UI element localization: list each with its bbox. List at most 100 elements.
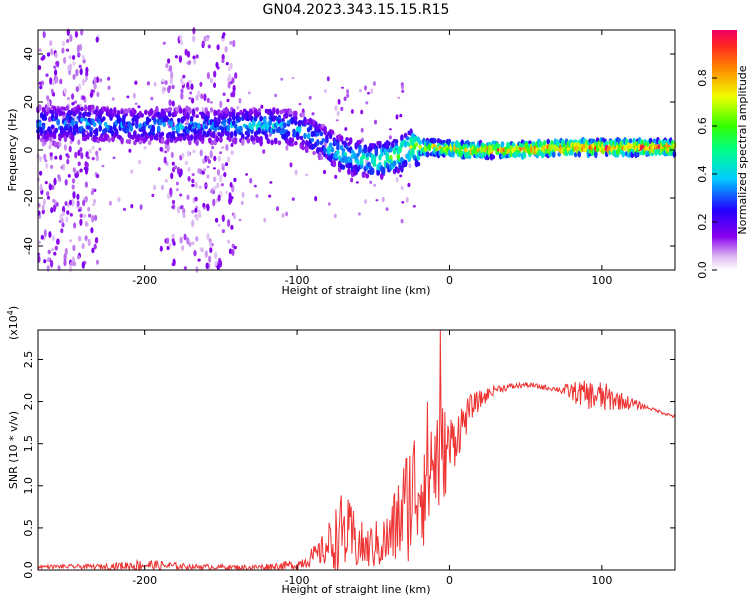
spectrogram-noise-cell <box>39 170 43 176</box>
colorbar-gradient <box>712 30 737 270</box>
spectrogram-noise-cell <box>71 102 75 106</box>
spectrogram-ridge-cell <box>162 122 166 127</box>
spectrogram-ridge-cell <box>284 111 289 119</box>
spectrogram-noise-cell <box>327 202 331 206</box>
spectrogram-ridge-cell <box>434 147 439 152</box>
spectrogram-noise-cell <box>370 88 374 95</box>
y-tick-label: 40 <box>22 47 35 61</box>
spectrogram-noise-cell <box>128 148 132 153</box>
spectrogram-noise-cell <box>82 199 86 207</box>
spectrogram-noise-cell <box>130 169 134 174</box>
spectrogram-noise-cell <box>187 86 191 90</box>
spectrogram-noise-cell <box>79 147 83 152</box>
spectrogram-noise-cell <box>91 247 95 254</box>
spectrogram-ridge-cell <box>528 140 532 145</box>
spectrogram-noise-cell <box>188 241 192 247</box>
spectrogram-noise-cell <box>191 97 195 104</box>
spectrogram-noise-cell <box>405 197 409 203</box>
spectrogram-noise-cell <box>53 251 57 256</box>
y-tick-label: 20 <box>22 95 35 109</box>
spectrogram-ridge-cell <box>252 136 256 142</box>
y-tick-label: 1.5 <box>22 435 35 453</box>
spectrogram-noise-cell <box>74 30 78 38</box>
spectrogram-ridge-cell <box>226 130 230 138</box>
spectrogram-ridge-cell <box>354 155 359 161</box>
spectrogram-noise-cell <box>49 40 53 46</box>
spectrogram-noise-cell <box>107 76 111 81</box>
colorbar-label: Normalized spectral amplitude <box>736 65 749 234</box>
spectrogram-noise-cell <box>388 135 392 140</box>
spectrogram-noise-cell <box>84 195 88 203</box>
spectrogram-ridge-cell <box>43 130 48 135</box>
spectrogram-noise-cell <box>50 48 54 56</box>
spectrogram-ridge-cell <box>151 132 155 136</box>
spectrogram-noise-cell <box>48 231 52 238</box>
spectrogram-noise-cell <box>66 210 70 215</box>
spectrogram-ridge-cell <box>127 138 132 145</box>
spectrogram-ridge-cell <box>391 140 395 149</box>
spectrogram-noise-cell <box>54 245 58 251</box>
spectrogram-noise-cell <box>166 245 170 251</box>
spectrogram-ridge-cell <box>319 156 324 160</box>
spectrogram-noise-cell <box>58 141 62 148</box>
spectrogram-ridge-cell <box>672 142 677 148</box>
spectrogram-noise-cell <box>81 261 85 269</box>
spectrogram-ridge-cell <box>65 105 70 111</box>
spectrogram-ridge-cell <box>195 114 199 118</box>
spectrogram-noise-cell <box>77 139 81 145</box>
spectrogram-ridge-cell <box>52 134 57 139</box>
spectrogram-ridge-cell <box>197 122 201 130</box>
spectrogram-noise-cell <box>88 213 92 218</box>
spectrogram-noise-cell <box>260 104 264 109</box>
spectrogram-noise-cell <box>166 237 170 245</box>
spectrogram-ridge-cell <box>546 138 550 145</box>
spectrogram-noise-cell <box>245 173 249 176</box>
spectrogram-ridge-cell <box>515 145 519 151</box>
spectrogram-ridge-cell <box>336 142 340 148</box>
spectrogram-ridge-cell <box>239 125 243 133</box>
spectrogram-noise-cell <box>182 74 186 79</box>
spectrogram-noise-cell <box>213 109 217 117</box>
spectrogram-noise-cell <box>46 191 50 197</box>
spectrogram-ridge-cell <box>175 106 179 112</box>
spectrogram-noise-cell <box>346 89 350 94</box>
x-tick-label: -200 <box>132 574 157 587</box>
spectrogram-noise-cell <box>175 188 179 192</box>
spectrogram-noise-cell <box>72 167 76 173</box>
spectrogram-noise-cell <box>187 176 191 182</box>
spectrogram-noise-cell <box>143 146 147 150</box>
spectrogram-noise-cell <box>179 193 183 197</box>
spectrogram-noise-cell <box>230 92 234 98</box>
spectrogram-noise-cell <box>334 105 338 112</box>
spectrogram-noise-cell <box>171 205 175 209</box>
spectrogram-ridge-cell <box>160 137 165 144</box>
spectrogram-noise-cell <box>53 65 57 69</box>
spectrogram-ridge-cell <box>140 113 144 118</box>
spectrogram-noise-cell <box>159 146 163 152</box>
spectrogram-ridge-cell <box>87 111 91 116</box>
spectrogram-ridge-cell <box>550 144 554 151</box>
spectrogram-noise-cell <box>41 56 45 61</box>
spectrogram-noise-cell <box>91 188 95 191</box>
spectrogram-ridge-cell <box>288 108 293 115</box>
spectrogram-noise-cell <box>89 92 93 98</box>
snr-x-label: Height of straight line (km) <box>281 583 430 596</box>
spectrogram-ridge-cell <box>361 154 366 159</box>
colorbar-tick-label: 0.4 <box>696 165 709 183</box>
spectrogram-noise-cell <box>146 81 150 86</box>
spectrogram-y-label: Frequency (Hz) <box>6 109 19 192</box>
spectrogram-ridge-cell <box>425 151 430 158</box>
spectrogram-noise-cell <box>86 132 90 140</box>
spectrogram-noise-cell <box>314 196 318 202</box>
spectrogram-noise-cell <box>192 35 196 43</box>
spectrogram-noise-cell <box>326 76 330 82</box>
spectrogram-noise-cell <box>219 174 223 183</box>
spectrogram-ridge-cell <box>272 107 276 115</box>
spectrogram-ridge-cell <box>316 139 320 146</box>
spectrogram-ridge-cell <box>113 107 117 115</box>
colorbar-tick-label: 0.6 <box>696 117 709 135</box>
spectrogram-noise-cell <box>206 203 210 212</box>
spectrogram-noise-cell <box>55 75 59 84</box>
spectrogram-ridge-cell <box>219 136 223 143</box>
y-tick-label: 0.0 <box>22 561 35 579</box>
